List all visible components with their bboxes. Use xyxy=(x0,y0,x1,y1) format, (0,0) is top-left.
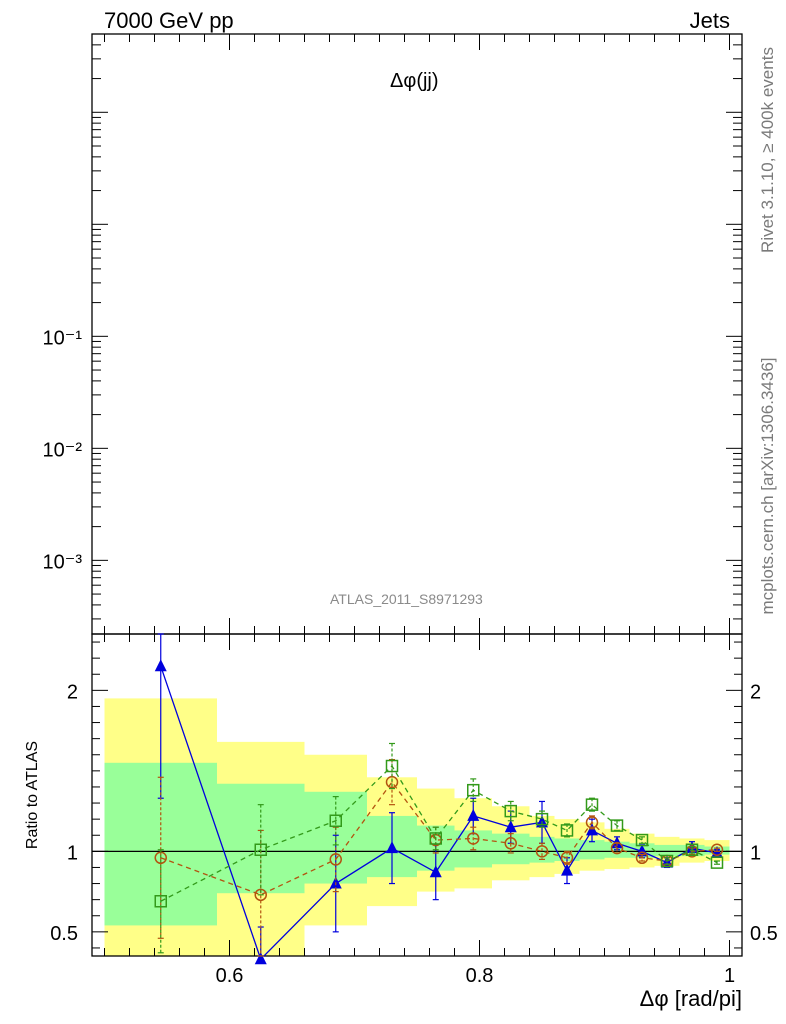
ratio-plot-frame xyxy=(91,633,743,957)
top-y-tick-label: 10⁻¹ xyxy=(43,327,83,349)
series-point-square xyxy=(585,798,599,811)
series-point-square xyxy=(660,854,674,868)
main-plot-frame xyxy=(91,33,743,635)
ratio-y-tick-label-right: 1 xyxy=(750,842,761,864)
series-point-triangle xyxy=(254,952,267,965)
header-right-label: Jets xyxy=(689,8,730,33)
ratio-x-axis-label: Δφ [rad/pi] xyxy=(640,986,742,1011)
uncertainty-band-green xyxy=(579,840,605,860)
series-point-circle xyxy=(560,851,574,865)
series-point-square xyxy=(635,833,649,847)
ratio-y-tick-label-left: 1 xyxy=(67,842,78,864)
ratio-y-tick-label-left: 2 xyxy=(67,681,78,703)
top-y-tick-label: 10⁻³ xyxy=(43,551,83,573)
ratio-y-tick-label-right: 0.5 xyxy=(750,923,778,945)
series-point-triangle xyxy=(467,808,480,821)
series-point-circle xyxy=(254,888,267,902)
series-point-triangle xyxy=(386,841,398,854)
series-point-square xyxy=(710,856,724,869)
series-point-square xyxy=(429,832,442,845)
series-point-triangle xyxy=(429,865,442,878)
uncertainty-band-green xyxy=(654,844,680,857)
top-y-tick-label: 10⁻² xyxy=(43,439,83,461)
series-point-triangle xyxy=(504,820,517,833)
series-point-triangle xyxy=(154,659,167,672)
series-point-triangle xyxy=(561,863,573,876)
series-line-1 xyxy=(160,781,718,896)
uncertainty-band-green xyxy=(554,838,580,862)
series-point-circle xyxy=(585,816,599,829)
header-left-label: 7000 GeV pp xyxy=(104,8,234,33)
series-line-2 xyxy=(160,764,718,902)
series-point-square xyxy=(254,843,267,856)
plot-title: Δφ(jj) xyxy=(390,70,439,92)
series-point-circle xyxy=(710,843,724,856)
ratio-y-tick-label-right: 2 xyxy=(750,681,761,703)
series-point-circle xyxy=(610,841,624,855)
series-point-square xyxy=(467,783,480,797)
series-point-square xyxy=(385,759,399,773)
series-point-circle xyxy=(635,851,649,865)
series-point-circle xyxy=(535,845,549,858)
series-point-square xyxy=(535,812,549,826)
analysis-watermark: ATLAS_2011_S8971293 xyxy=(330,591,483,607)
series-point-square xyxy=(610,819,624,832)
series-point-circle xyxy=(385,775,399,789)
series-point-circle xyxy=(467,832,480,845)
series-point-circle xyxy=(329,853,342,866)
ratio-x-tick-label: 0.6 xyxy=(216,965,244,987)
series-point-square xyxy=(504,804,517,818)
ratio-y-axis-label: Ratio to ATLAS xyxy=(24,741,41,849)
series-point-square xyxy=(685,843,699,856)
series-point-square xyxy=(329,814,342,828)
series-point-circle xyxy=(504,837,517,850)
series-point-square xyxy=(154,895,167,908)
ratio-y-tick-label-left: 0.5 xyxy=(50,923,78,945)
series-point-square xyxy=(560,824,574,837)
ratio-x-tick-label: 1 xyxy=(724,965,735,987)
ratio-x-tick-label: 0.8 xyxy=(466,965,494,987)
series-point-triangle xyxy=(586,823,598,836)
